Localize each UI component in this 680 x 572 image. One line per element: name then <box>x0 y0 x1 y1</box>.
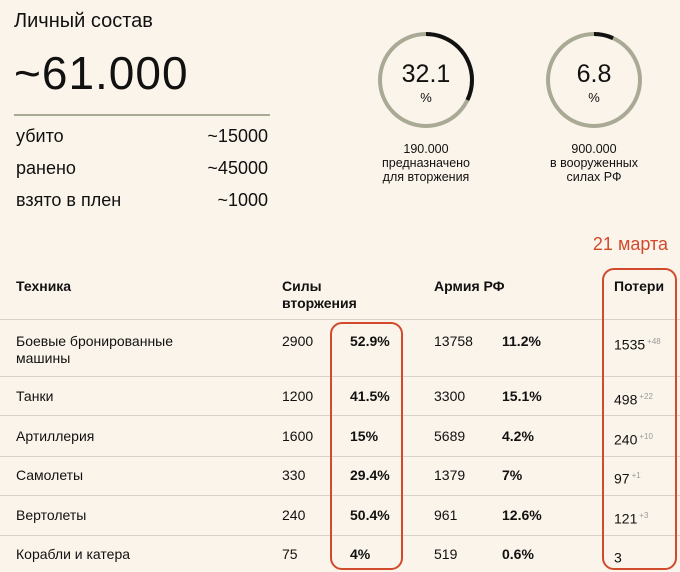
date-label: 21 марта <box>592 234 668 254</box>
army-count: 961 <box>434 507 458 523</box>
losses-delta: +10 <box>639 432 653 441</box>
row-name-line: Боевые бронированные <box>16 333 174 349</box>
row-name: Артиллерия <box>16 428 95 444</box>
invasion-pct-highlight <box>330 322 403 570</box>
losses-value: 1535 +48 <box>614 333 661 354</box>
gauge-unit: % <box>420 90 432 105</box>
caption-line: предназначено <box>381 156 471 170</box>
caption-line: для вторжения <box>382 170 470 184</box>
army-pct: 15.1% <box>502 388 542 404</box>
invasion-count: 330 <box>282 467 306 483</box>
losses-value: 121 +3 <box>614 507 648 528</box>
row-name: Вертолеты <box>16 507 87 523</box>
caption-line: силах РФ <box>566 170 622 184</box>
header-line: вторжения <box>282 295 357 311</box>
losses-count: 3 <box>614 549 622 566</box>
row-rule <box>0 415 680 416</box>
invasion-count: 1600 <box>282 428 314 444</box>
losses-count: 97 <box>614 470 630 487</box>
stat-value: ~15000 <box>207 126 268 146</box>
losses-value: 240 +10 <box>614 428 653 449</box>
invasion-count: 2900 <box>282 333 314 349</box>
header-equipment: Техника <box>16 278 72 294</box>
losses-value: 97 +1 <box>614 467 641 488</box>
table-header-rule <box>0 319 680 320</box>
invasion-count: 1200 <box>282 388 314 404</box>
row-name: Самолеты <box>16 467 84 483</box>
row-rule <box>0 535 680 536</box>
gauge-value: 32.1 <box>401 60 451 88</box>
gauge-unit: % <box>588 90 600 105</box>
losses-count: 121 <box>614 510 638 527</box>
gauge-value: 6.8 <box>576 60 612 88</box>
losses-value: 3 <box>614 546 624 567</box>
gauge-fill <box>546 32 642 128</box>
stat-value: ~45000 <box>207 158 268 178</box>
stat-row-killed: убито ~15000 <box>16 126 268 158</box>
gauge-caption: 900.000 в вооруженных силах РФ <box>524 142 664 184</box>
stat-label: убито <box>16 126 64 146</box>
personnel-title: Личный состав <box>14 10 153 32</box>
army-count: 13758 <box>434 333 473 349</box>
row-name-line: машины <box>16 350 71 366</box>
army-count: 3300 <box>434 388 466 404</box>
stat-row-wounded: ранено ~45000 <box>16 158 268 190</box>
army-count: 1379 <box>434 467 466 483</box>
army-pct: 4.2% <box>502 428 534 444</box>
losses-delta: +3 <box>639 511 649 520</box>
gauge-caption: 190.000 предназначено для вторжения <box>356 142 496 184</box>
caption-line: в вооруженных <box>549 156 639 170</box>
losses-count: 240 <box>614 431 638 448</box>
army-count: 5689 <box>434 428 466 444</box>
losses-count: 498 <box>614 391 638 408</box>
stat-label: взято в плен <box>16 190 122 210</box>
losses-count: 1535 <box>614 336 646 353</box>
invasion-pct: 52.9% <box>350 333 390 349</box>
divider <box>14 114 270 116</box>
invasion-pct: 41.5% <box>350 388 390 404</box>
invasion-count: 240 <box>282 507 306 523</box>
losses-delta: +1 <box>631 471 641 480</box>
gauge-fill <box>378 32 474 128</box>
army-pct: 7% <box>502 467 523 483</box>
caption-line: 190.000 <box>403 142 449 156</box>
gauge-ring <box>378 32 474 128</box>
gauge-army-share: 6.8 % <box>544 30 644 130</box>
gauge-ring <box>546 32 642 128</box>
army-pct: 11.2% <box>502 333 541 349</box>
gauge-invasion-share: 32.1 % <box>376 30 476 130</box>
army-pct: 0.6% <box>502 546 534 562</box>
row-name: Корабли и катера <box>16 546 131 562</box>
row-rule <box>0 456 680 457</box>
caption-line: 900.000 <box>571 142 617 156</box>
army-count: 519 <box>434 546 458 562</box>
invasion-pct: 50.4% <box>350 507 390 523</box>
row-name: Боевые бронированные машины <box>16 333 173 367</box>
personnel-total: ~61.000 <box>14 47 189 99</box>
losses-value: 498 +22 <box>614 388 653 409</box>
losses-delta: +48 <box>647 337 661 346</box>
header-russian-army: Армия РФ <box>434 278 505 294</box>
row-rule <box>0 495 680 496</box>
stat-label: ранено <box>16 158 76 178</box>
row-name: Танки <box>16 388 54 404</box>
row-rule <box>0 376 680 377</box>
invasion-pct: 15% <box>350 428 379 444</box>
stat-row-captured: взято в плен ~1000 <box>16 190 268 222</box>
losses-highlight <box>602 268 677 570</box>
header-line: Силы <box>282 278 322 294</box>
header-invasion-force: Силы вторжения <box>282 278 357 312</box>
header-losses: Потери <box>614 278 665 294</box>
invasion-count: 75 <box>282 546 298 562</box>
losses-delta: +22 <box>639 392 653 401</box>
invasion-pct: 29.4% <box>350 467 390 483</box>
army-pct: 12.6% <box>502 507 542 523</box>
stat-value: ~1000 <box>217 190 268 210</box>
invasion-pct: 4% <box>350 546 371 562</box>
